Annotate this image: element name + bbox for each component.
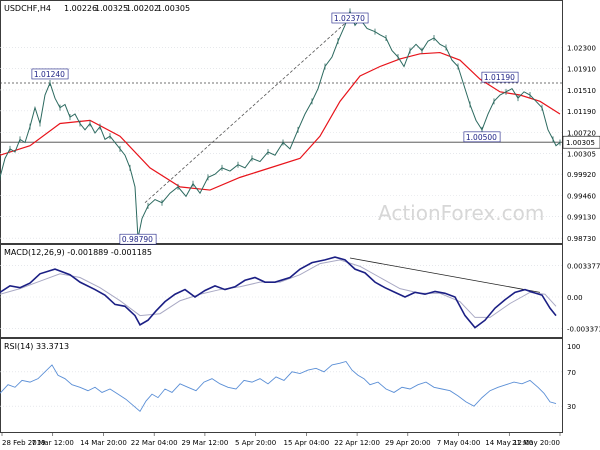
price-y-tick-label: 1.00720 bbox=[567, 129, 596, 137]
macd-panel-frame bbox=[0, 244, 563, 338]
macd-trendline bbox=[349, 257, 541, 293]
price-y-tick-label: 0.99920 bbox=[567, 171, 596, 179]
x-tick-label: 5 Apr 20:00 bbox=[235, 439, 276, 447]
price-annotation-label: 1.02370 bbox=[334, 14, 365, 23]
price-y-tick-label: 1.01910 bbox=[567, 65, 596, 73]
x-tick-label: 14 Mar 20:00 bbox=[80, 439, 127, 447]
price-chart-title: USDCHF,H4 bbox=[4, 4, 51, 13]
price-y-tick-label: 1.02300 bbox=[567, 44, 596, 52]
rsi-line bbox=[0, 360, 557, 413]
watermark: ActionForex.com bbox=[378, 201, 544, 225]
macd-y-tick-label: -0.003373 bbox=[567, 325, 600, 333]
rsi-title: RSI(14) 33.3713 bbox=[4, 342, 69, 351]
macd-y-tick-label: 0.003377 bbox=[567, 263, 600, 271]
ohlc-close: 1.00305 bbox=[157, 4, 190, 13]
price-y-tick-label: 1.01510 bbox=[567, 87, 596, 95]
price-y-tick-label: 1.01190 bbox=[567, 108, 596, 116]
ohlc-open: 1.00226 bbox=[64, 4, 97, 13]
trendline bbox=[144, 18, 351, 204]
price-annotation-box bbox=[481, 71, 519, 83]
x-tick-label: 28 Feb 2019 bbox=[2, 439, 46, 447]
price-annotation-label: 0.98790 bbox=[122, 235, 153, 244]
rsi-y-tick-label: 70 bbox=[567, 369, 576, 377]
macd-title: MACD(12,26,9) -0.001889 -0.001185 bbox=[4, 248, 152, 257]
x-tick-label: 22 Mar 04:00 bbox=[131, 439, 178, 447]
x-tick-label: 21 May 20:00 bbox=[512, 439, 560, 447]
price-y-tick-label: 0.99460 bbox=[567, 193, 596, 201]
last-price-box bbox=[562, 135, 600, 149]
macd-line bbox=[0, 256, 557, 329]
x-tick-label: 15 Apr 04:00 bbox=[284, 439, 330, 447]
price-annotation-label: 1.01190 bbox=[484, 73, 515, 82]
x-tick-label: 29 Mar 12:00 bbox=[182, 439, 229, 447]
price-y-tick-label: 0.98730 bbox=[567, 235, 596, 243]
price-y-tick-label: 0.99130 bbox=[567, 214, 596, 222]
price-y-tick-label: 1.00305 bbox=[567, 150, 596, 158]
rsi-panel-frame bbox=[0, 338, 563, 433]
ohlc-high: 1.00325 bbox=[95, 4, 128, 13]
rsi-y-tick-label: 30 bbox=[567, 403, 576, 411]
macd-signal-line bbox=[0, 259, 557, 318]
last-price-label: 1.00305 bbox=[566, 139, 595, 147]
macd-y-tick-label: 0.00 bbox=[567, 294, 583, 302]
ohlc-low: 1.00202 bbox=[126, 4, 159, 13]
price-annotation-label: 1.00500 bbox=[466, 133, 497, 142]
x-tick-label: 14 May 12:00 bbox=[485, 439, 533, 447]
price-annotation-box bbox=[31, 68, 69, 80]
x-tick-label: 7 Mar 12:00 bbox=[32, 439, 74, 447]
price-annotation-label: 1.01240 bbox=[34, 70, 65, 79]
rsi-y-tick-label: 100 bbox=[567, 343, 580, 351]
x-tick-label: 29 Apr 20:00 bbox=[385, 439, 431, 447]
price-line bbox=[0, 9, 561, 239]
x-tick-label: 7 May 04:00 bbox=[437, 439, 481, 447]
price-annotation-box bbox=[463, 131, 501, 143]
price-annotation-box bbox=[331, 12, 369, 24]
price-annotation-box bbox=[119, 233, 157, 245]
x-tick-label: 22 Apr 12:00 bbox=[334, 439, 380, 447]
